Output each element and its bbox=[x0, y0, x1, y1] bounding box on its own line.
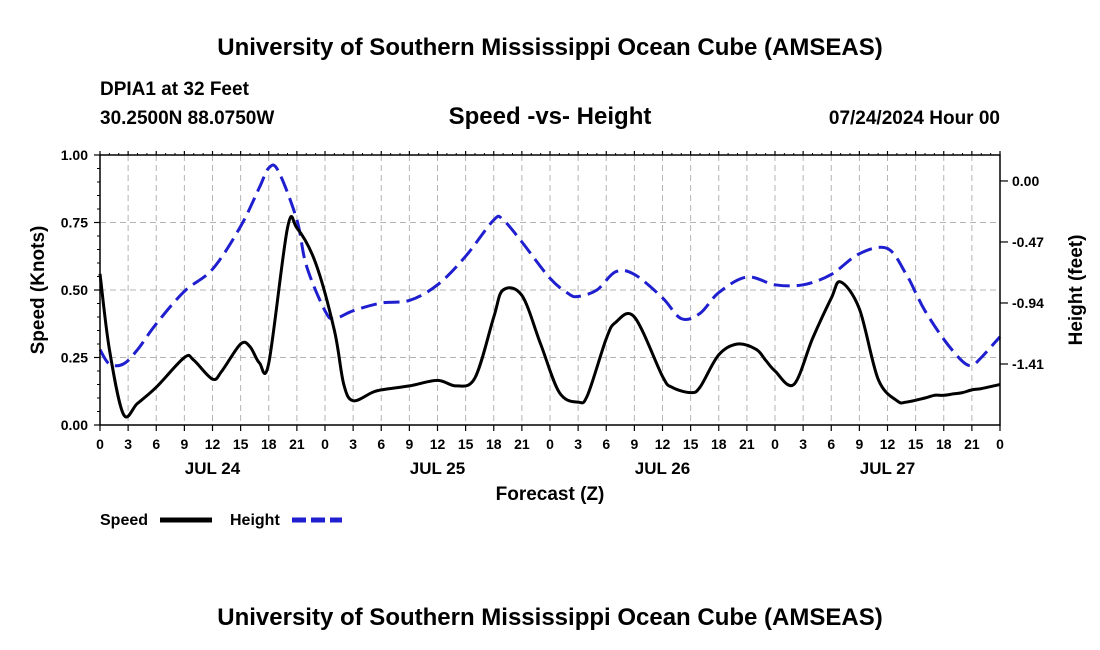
x-tick-label: 6 bbox=[377, 436, 385, 452]
chart-title: Speed -vs- Height bbox=[449, 103, 652, 130]
day-label: JUL 24 bbox=[185, 459, 241, 478]
x-tick-label: 3 bbox=[574, 436, 582, 452]
x-tick-label: 0 bbox=[996, 436, 1004, 452]
x-tick-label: 3 bbox=[124, 436, 132, 452]
y2-axis-label: Height (feet) bbox=[1066, 235, 1087, 346]
y-tick-label: 0.50 bbox=[61, 282, 88, 298]
station-label: DPIA1 at 32 Feet bbox=[100, 79, 250, 100]
x-tick-label: 9 bbox=[855, 436, 863, 452]
y-tick-label: 1.00 bbox=[61, 147, 88, 163]
x-tick-label: 15 bbox=[458, 436, 474, 452]
x-tick-label: 3 bbox=[799, 436, 807, 452]
x-tick-label: 21 bbox=[514, 436, 530, 452]
page-title: University of Southern Mississippi Ocean… bbox=[217, 34, 882, 61]
x-tick-label: 12 bbox=[205, 436, 221, 452]
legend-speed-label: Speed bbox=[100, 512, 148, 529]
x-tick-label: 6 bbox=[602, 436, 610, 452]
series-line-height bbox=[98, 163, 1002, 368]
series-layer bbox=[98, 163, 1002, 419]
x-tick-label: 18 bbox=[486, 436, 502, 452]
chart-legend: Speed Height bbox=[100, 512, 342, 529]
x-tick-label: 0 bbox=[96, 436, 104, 452]
x-tick-label: 9 bbox=[630, 436, 638, 452]
x-tick-label: 12 bbox=[430, 436, 446, 452]
x-tick-label: 21 bbox=[964, 436, 980, 452]
x-tick-label: 21 bbox=[739, 436, 755, 452]
forecast-datetime: 07/24/2024 Hour 00 bbox=[829, 108, 1000, 129]
y-axis-left: 0.00 0.25 0.50 0.75 1.00 bbox=[61, 147, 100, 433]
x-tick-label: 18 bbox=[261, 436, 277, 452]
x-tick-label: 0 bbox=[771, 436, 779, 452]
x-axis-label: Forecast (Z) bbox=[496, 484, 605, 505]
y-tick-label: 0.25 bbox=[61, 350, 88, 366]
x-tick-label: 9 bbox=[405, 436, 413, 452]
series-line-speed bbox=[98, 214, 1001, 419]
x-tick-label: 18 bbox=[711, 436, 727, 452]
x-tick-label: 0 bbox=[546, 436, 554, 452]
x-tick-label: 15 bbox=[233, 436, 249, 452]
x-tick-label: 12 bbox=[880, 436, 896, 452]
x-tick-label: 6 bbox=[827, 436, 835, 452]
y2-tick-label: 0.00 bbox=[1012, 173, 1039, 189]
y-axis-right: 0.00 -0.47 -0.94 -1.41 bbox=[1000, 173, 1044, 372]
x-tick-label: 15 bbox=[683, 436, 699, 452]
x-tick-label: 18 bbox=[936, 436, 952, 452]
footer-title: University of Southern Mississippi Ocean… bbox=[217, 604, 882, 631]
x-tick-label: 15 bbox=[908, 436, 924, 452]
y-axis-label: Speed (Knots) bbox=[28, 226, 49, 355]
x-tick-label: 3 bbox=[349, 436, 357, 452]
day-label: JUL 25 bbox=[410, 459, 465, 478]
y2-tick-label: -1.41 bbox=[1012, 356, 1044, 372]
x-tick-label: 0 bbox=[321, 436, 329, 452]
x-tick-label: 21 bbox=[289, 436, 305, 452]
y2-tick-label: -0.94 bbox=[1012, 295, 1044, 311]
x-tick-label: 12 bbox=[655, 436, 671, 452]
y-tick-label: 0.75 bbox=[61, 215, 88, 231]
x-tick-label: 6 bbox=[152, 436, 160, 452]
legend-height-label: Height bbox=[230, 512, 280, 529]
coordinates-label: 30.2500N 88.0750W bbox=[100, 108, 274, 129]
x-axis: 0 3 6 9 12 15 18 21 0 3 6 9 12 15 18 21 0 3 6 9 12 15 18 21 0 3 6 9… bbox=[96, 151, 1004, 478]
y-tick-label: 0.00 bbox=[61, 417, 88, 433]
y2-tick-label: -0.47 bbox=[1012, 234, 1044, 250]
x-tick-label: 9 bbox=[180, 436, 188, 452]
grid-lines bbox=[100, 155, 1000, 425]
day-label: JUL 27 bbox=[860, 459, 915, 478]
day-label: JUL 26 bbox=[635, 459, 690, 478]
